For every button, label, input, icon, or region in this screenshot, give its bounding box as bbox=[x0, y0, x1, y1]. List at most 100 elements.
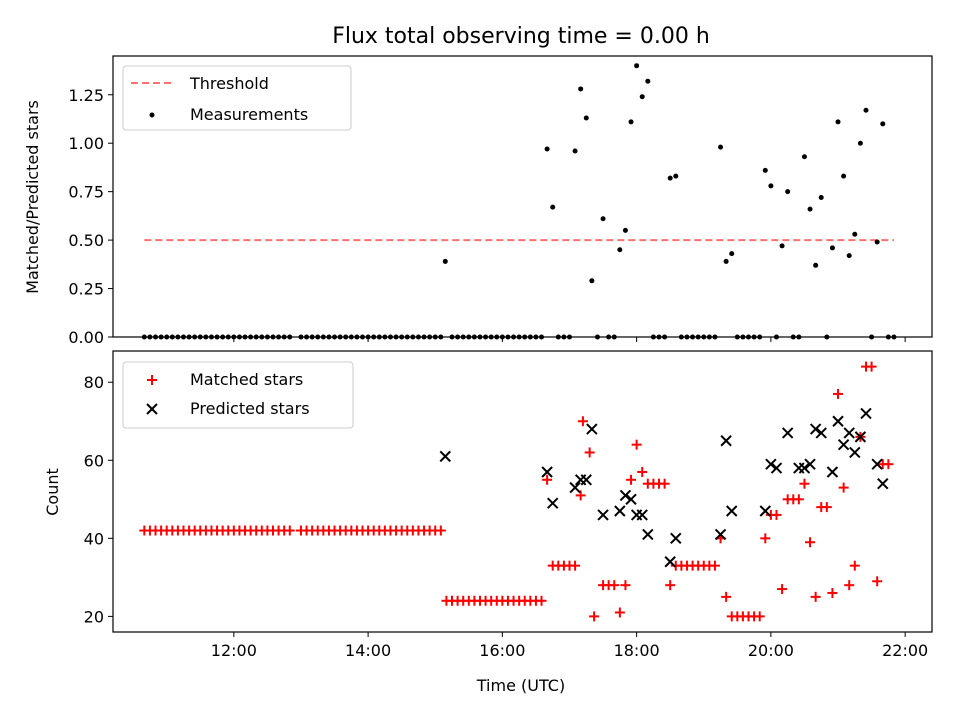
measurement-point bbox=[141, 334, 147, 340]
measurement-point bbox=[158, 334, 164, 340]
matched-star-point bbox=[866, 361, 877, 372]
measurement-point bbox=[455, 334, 461, 340]
matched-star-point bbox=[810, 591, 821, 602]
matched-star-point bbox=[626, 474, 637, 485]
measurement-point bbox=[566, 334, 572, 340]
matched-star-point bbox=[659, 478, 670, 489]
measurement-point bbox=[415, 334, 421, 340]
y-tick-label: 1.25 bbox=[68, 86, 104, 105]
measurement-point bbox=[511, 334, 517, 340]
matched-star-point bbox=[665, 580, 676, 591]
measurement-point bbox=[645, 78, 651, 84]
x-tick-label: 12:00 bbox=[211, 641, 257, 660]
ratio-panel: Flux total observing time = 0.00 h 0.000… bbox=[23, 24, 933, 347]
measurement-point bbox=[634, 63, 640, 69]
predicted-star-point bbox=[720, 435, 732, 447]
measurement-point bbox=[354, 334, 360, 340]
measurement-point bbox=[628, 119, 634, 125]
measurement-point bbox=[673, 173, 679, 179]
measurement-point bbox=[863, 107, 869, 113]
measurement-point bbox=[818, 194, 824, 200]
measurement-point bbox=[857, 140, 863, 146]
matched-star-point bbox=[584, 447, 595, 458]
measurement-point bbox=[466, 334, 472, 340]
measurement-point bbox=[729, 251, 735, 257]
measurement-point bbox=[337, 334, 343, 340]
measurement-point bbox=[583, 115, 589, 121]
measurement-point bbox=[225, 334, 231, 340]
measurement-point bbox=[678, 334, 684, 340]
measurement-point bbox=[164, 334, 170, 340]
measurement-point bbox=[695, 334, 701, 340]
measurement-point bbox=[690, 334, 696, 340]
matched-star-point bbox=[284, 525, 295, 536]
measurement-point bbox=[594, 334, 600, 340]
measurement-point bbox=[387, 334, 393, 340]
measurement-point bbox=[253, 334, 259, 340]
measurement-point bbox=[572, 148, 578, 154]
measurement-point bbox=[382, 334, 388, 340]
measurement-point bbox=[371, 334, 377, 340]
measurement-point bbox=[891, 334, 897, 340]
axis-ticks: 0.00 0.25 0.50 0.75 1.00 1.25 bbox=[68, 86, 906, 347]
legend-measurements-swatch bbox=[149, 112, 155, 118]
matched-star-point bbox=[805, 537, 816, 548]
measurement-point bbox=[270, 334, 276, 340]
matched-star-point bbox=[536, 595, 547, 606]
axis-ticks: 12:00 14:00 16:00 18:00 20:00 22:00 20 40 60 80 bbox=[84, 373, 929, 660]
measurement-point bbox=[281, 334, 287, 340]
predicted-star-point bbox=[580, 474, 592, 486]
measurement-point bbox=[180, 334, 186, 340]
y-tick-label: 60 bbox=[84, 451, 104, 470]
measurement-point bbox=[343, 334, 349, 340]
measurement-point bbox=[606, 334, 612, 340]
measurement-point bbox=[365, 334, 371, 340]
legend: Threshold Measurements bbox=[122, 65, 352, 131]
x-axis-label: Time (UTC) bbox=[476, 676, 565, 695]
predicted-star-point bbox=[714, 528, 727, 541]
measurement-point bbox=[442, 258, 448, 264]
plot-area-frame bbox=[112, 350, 933, 633]
measurement-point bbox=[287, 334, 293, 340]
measurement-point bbox=[404, 334, 410, 340]
predicted-star-point bbox=[541, 466, 553, 478]
measurement-point bbox=[348, 334, 354, 340]
measurement-point bbox=[779, 243, 785, 249]
measurement-point bbox=[175, 334, 181, 340]
measurement-point bbox=[824, 334, 830, 340]
measurement-point bbox=[533, 334, 539, 340]
measurement-point bbox=[264, 334, 270, 340]
measurement-point bbox=[320, 334, 326, 340]
measurement-point bbox=[712, 334, 718, 340]
predicted-star-point bbox=[781, 427, 794, 439]
measurement-point bbox=[208, 334, 214, 340]
measurement-point bbox=[516, 334, 522, 340]
measurement-point bbox=[477, 334, 483, 340]
measurement-point bbox=[757, 334, 763, 340]
matched-star-point bbox=[760, 533, 771, 544]
matched-star-point bbox=[793, 494, 804, 505]
measurement-point bbox=[304, 334, 310, 340]
measurement-point bbox=[723, 258, 729, 264]
measurement-point bbox=[751, 334, 757, 340]
measurement-point bbox=[807, 206, 813, 212]
measurement-point bbox=[801, 154, 807, 160]
legend-measurements-label: Measurements bbox=[190, 105, 308, 124]
measurement-point bbox=[701, 334, 707, 340]
measurement-point bbox=[192, 334, 198, 340]
measurement-point bbox=[360, 334, 366, 340]
legend-matched-swatch bbox=[147, 375, 157, 385]
y-axis-label: Count bbox=[43, 468, 62, 516]
y-tick-label: 80 bbox=[84, 373, 104, 392]
y-tick-label: 0.25 bbox=[68, 280, 104, 299]
measurement-point bbox=[332, 334, 338, 340]
measurement-point bbox=[773, 334, 779, 340]
measurement-point bbox=[656, 334, 662, 340]
measurement-point bbox=[326, 334, 332, 340]
predicted-star-point bbox=[798, 462, 811, 474]
matched-star-point bbox=[827, 587, 838, 598]
predicted-star-point bbox=[636, 509, 648, 521]
measurement-point bbox=[589, 278, 595, 284]
measurement-point bbox=[410, 334, 416, 340]
